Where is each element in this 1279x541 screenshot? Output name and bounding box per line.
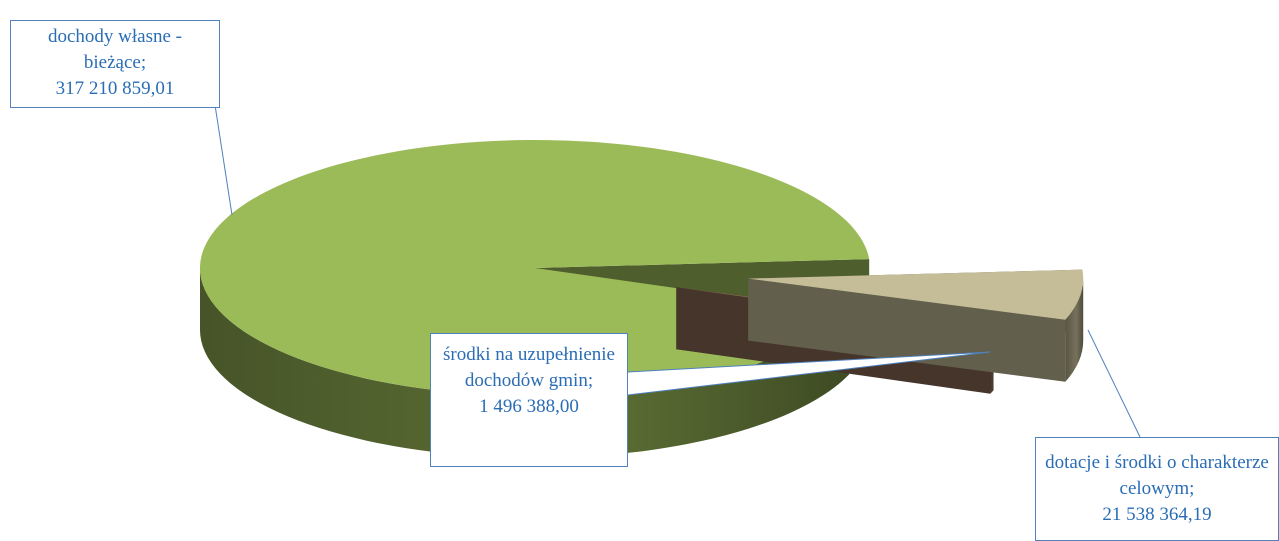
leader-line <box>1087 329 1141 438</box>
label-category: dotacje i środki o charakterze celowym; <box>1045 452 1269 499</box>
slice-top <box>748 269 1084 320</box>
slice-side <box>1065 278 1084 382</box>
slice <box>748 269 1084 382</box>
label-category: dochody własne - bieżące; <box>47 26 183 73</box>
slice-wall <box>748 278 1066 382</box>
label-value: 317 210 859,01 <box>55 78 175 99</box>
leader-line <box>627 351 991 396</box>
leader-line <box>214 104 233 216</box>
slice-side <box>200 268 850 458</box>
label-category: środki na uzupełnienie dochodów gmin; <box>442 344 615 391</box>
data-label: dochody własne - bieżące; 317 210 859,01 <box>10 20 220 108</box>
label-value: 21 538 364,19 <box>1102 504 1212 525</box>
data-label: dotacje i środki o charakterze celowym; 2… <box>1035 437 1279 541</box>
data-label: środki na uzupełnienie dochodów gmin; 1 4… <box>430 333 628 467</box>
pie <box>200 139 1084 458</box>
label-value: 1 496 388,00 <box>479 396 579 417</box>
